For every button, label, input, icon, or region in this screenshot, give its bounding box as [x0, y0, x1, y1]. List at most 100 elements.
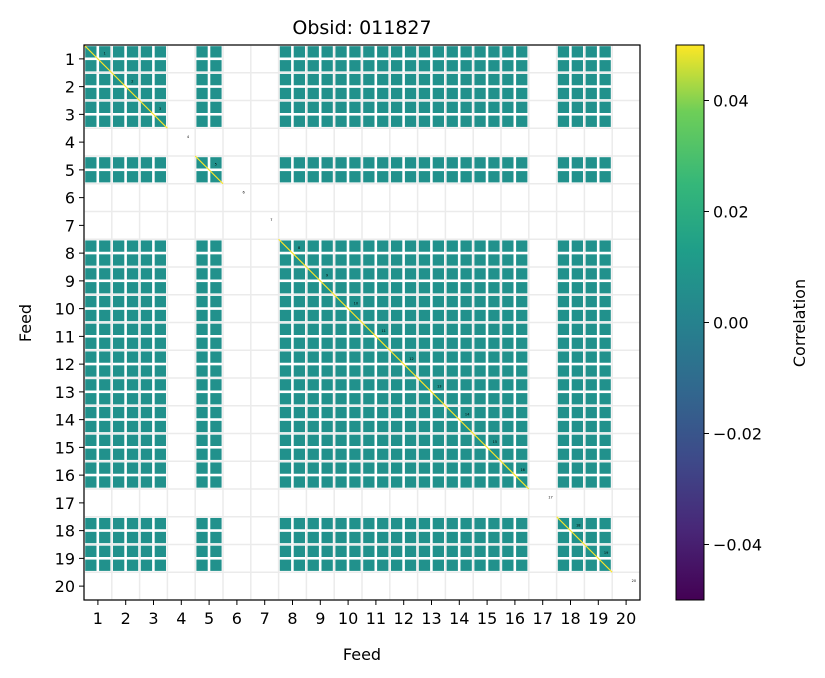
heatmap-cell — [391, 115, 403, 127]
heatmap-cell — [460, 559, 472, 571]
heatmap-cell — [585, 240, 597, 252]
heatmap-cell — [432, 282, 444, 294]
heatmap-cell — [585, 379, 597, 391]
heatmap-cell — [99, 295, 111, 308]
y-tick-label: 18 — [55, 522, 75, 541]
heatmap-cell — [307, 448, 319, 460]
heatmap-cell — [307, 115, 319, 127]
heatmap-cell — [599, 406, 611, 419]
heatmap-cell — [335, 254, 347, 266]
heatmap-cell — [446, 268, 458, 280]
heatmap-cell — [571, 282, 583, 294]
heatmap-cell — [377, 268, 389, 280]
diagonal-feed-label: 4 — [187, 135, 190, 139]
heatmap-cell — [293, 531, 305, 544]
heatmap-cell — [99, 531, 111, 544]
heatmap-cell — [126, 531, 139, 544]
heatmap-cell — [516, 448, 528, 460]
heatmap-cell — [391, 101, 403, 113]
heatmap-cell — [599, 434, 611, 446]
heatmap-cell — [99, 115, 111, 127]
diagonal-feed-label: 2 — [131, 79, 133, 83]
heatmap-cell — [516, 171, 528, 183]
heatmap-cell — [571, 268, 583, 280]
heatmap-cell — [293, 337, 305, 349]
heatmap-cell — [391, 73, 403, 86]
heatmap-cell — [307, 420, 319, 433]
heatmap-cell — [363, 420, 375, 433]
heatmap-cell — [349, 531, 361, 544]
heatmap-cell — [279, 476, 292, 488]
heatmap-cell — [404, 157, 417, 169]
heatmap-cell — [279, 351, 292, 363]
heatmap-cell — [432, 559, 444, 571]
heatmap-cell — [349, 240, 361, 252]
heatmap-cell — [571, 351, 583, 363]
heatmap-cell — [418, 295, 431, 308]
heatmap-cell — [446, 323, 458, 335]
heatmap-cell — [599, 240, 611, 252]
heatmap-cell — [335, 531, 347, 544]
heatmap-cell — [557, 295, 570, 308]
heatmap-cell — [335, 60, 347, 72]
heatmap-cell — [293, 295, 305, 308]
heatmap-cell — [210, 101, 222, 113]
heatmap-cell — [404, 240, 417, 252]
heatmap-cell — [99, 73, 111, 86]
heatmap-cell — [460, 476, 472, 488]
heatmap-cell — [196, 517, 208, 530]
heatmap-cell — [126, 254, 139, 266]
heatmap-cell — [474, 323, 486, 335]
heatmap-cell — [307, 240, 319, 252]
heatmap-cell — [210, 282, 222, 294]
heatmap-cell — [432, 309, 444, 322]
heatmap-cell — [488, 240, 500, 252]
heatmap-cell — [599, 73, 611, 86]
heatmap-cell — [488, 87, 500, 100]
heatmap-cell — [154, 268, 166, 280]
heatmap-cell — [516, 517, 528, 530]
x-tick-label: 7 — [260, 609, 270, 628]
heatmap-cell — [418, 101, 431, 113]
heatmap-cell — [585, 115, 597, 127]
heatmap-cell — [210, 462, 222, 474]
y-tick-label: 4 — [65, 133, 75, 152]
heatmap-cell — [154, 448, 166, 460]
heatmap-cell — [557, 462, 570, 474]
heatmap-cell — [585, 309, 597, 322]
heatmap-cell — [418, 115, 431, 127]
heatmap-cell — [321, 531, 333, 544]
heatmap-cell — [140, 448, 153, 460]
heatmap-cell — [391, 531, 403, 544]
heatmap-cell — [335, 517, 347, 530]
heatmap-cell — [404, 73, 417, 86]
heatmap-cell — [557, 476, 570, 488]
heatmap-cell — [599, 115, 611, 127]
heatmap-cell — [446, 101, 458, 113]
heatmap-cell — [210, 337, 222, 349]
heatmap-cell — [488, 337, 500, 349]
heatmap-cell — [474, 240, 486, 252]
heatmap-cell — [404, 323, 417, 335]
heatmap-cell — [349, 157, 361, 169]
heatmap-cell — [335, 476, 347, 488]
heatmap-cell — [516, 309, 528, 322]
heatmap-cell — [140, 462, 153, 474]
heatmap-cell — [99, 309, 111, 322]
heatmap-cell — [377, 101, 389, 113]
heatmap-cell — [432, 420, 444, 433]
heatmap-cell — [363, 171, 375, 183]
heatmap-cell — [488, 73, 500, 86]
heatmap-cell — [349, 171, 361, 183]
heatmap-cell — [502, 157, 514, 169]
heatmap-cell — [321, 171, 333, 183]
heatmap-cell — [377, 295, 389, 308]
heatmap-cell — [154, 46, 166, 58]
heatmap-cell — [196, 406, 208, 419]
heatmap-cell — [516, 115, 528, 127]
heatmap-cell — [432, 240, 444, 252]
heatmap-cell — [557, 46, 570, 58]
heatmap-cell — [432, 268, 444, 280]
diagonal-feed-label: 11 — [381, 329, 385, 333]
heatmap-cell — [377, 462, 389, 474]
